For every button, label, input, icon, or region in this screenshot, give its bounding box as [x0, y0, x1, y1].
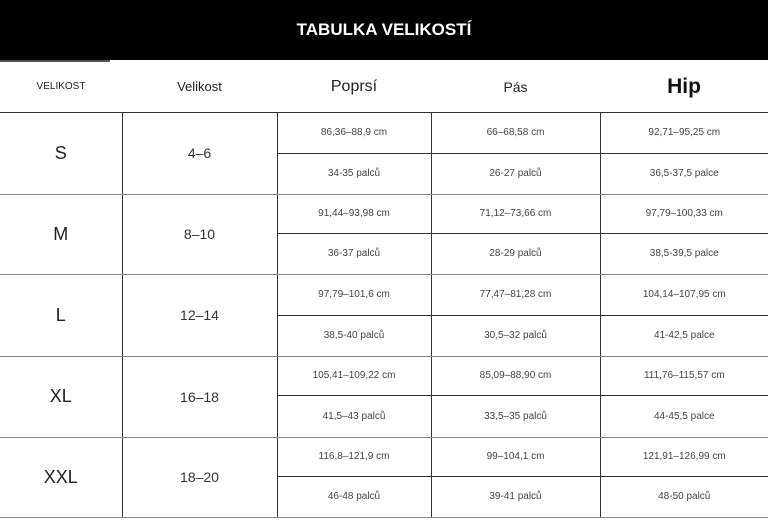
- bust-in-cell: 38,5-40 palců: [277, 314, 432, 357]
- bust-cm-cell: 97,79–101,6 cm: [276, 274, 432, 316]
- waist-cm-cell: 66–68,58 cm: [430, 112, 601, 154]
- hip-in-cell: 41-42,5 palce: [599, 314, 768, 357]
- table-row: M 8–10 91,44–93,98 cm 71,12–73,66 cm 97,…: [0, 194, 768, 275]
- size-cell: M: [0, 194, 123, 275]
- waist-cm-cell: 85,09–88,90 cm: [430, 356, 601, 396]
- col-header: Velikost: [122, 62, 277, 113]
- col-header: Poprsí: [277, 62, 431, 113]
- table-row: XL 16–18 105,41–109,22 cm 85,09–88,90 cm…: [0, 356, 768, 438]
- size-cell: XXL: [0, 437, 123, 518]
- bust-cm-cell: 116,8–121,9 cm: [276, 437, 432, 477]
- bust-cm-cell: 86,36–88,9 cm: [276, 112, 432, 154]
- waist-cm-cell: 71,12–73,66 cm: [430, 194, 601, 234]
- waist-in-cell: 39-41 palců: [430, 475, 601, 518]
- waist-cm-cell: 99–104,1 cm: [430, 437, 601, 477]
- divider: [0, 60, 110, 62]
- size-cell: L: [0, 274, 123, 357]
- table-row: 38,5-40 palců 30,5–32 palců 41-42,5 palc…: [0, 314, 768, 357]
- hip-in-cell: 44-45,5 palce: [599, 394, 768, 438]
- table-row: S 4–6 86,36–88,9 cm 66–68,58 cm 92,71–95…: [0, 112, 768, 195]
- table-row: 36-37 palců 28-29 palců 38,5-39,5 palce: [0, 232, 768, 275]
- size-cell: S: [0, 112, 123, 195]
- size-range-cell: 4–6: [121, 112, 278, 195]
- table-row: 34-35 palců 26-27 palců 36,5-37,5 palce: [0, 152, 768, 195]
- waist-in-cell: 26-27 palců: [430, 152, 601, 195]
- bust-in-cell: 41,5–43 palců: [277, 394, 432, 438]
- bust-in-cell: 36-37 palců: [277, 232, 432, 275]
- hip-in-cell: 36,5-37,5 palce: [599, 152, 768, 195]
- size-cell: XL: [0, 356, 123, 438]
- hip-cm-cell: 92,71–95,25 cm: [599, 112, 768, 154]
- bust-cm-cell: 91,44–93,98 cm: [276, 194, 432, 234]
- col-header: VELIKOST: [0, 62, 122, 113]
- table-row: 41,5–43 palců 33,5–35 palců 44-45,5 palc…: [0, 394, 768, 438]
- col-header: Hip: [600, 62, 768, 113]
- size-range-cell: 16–18: [121, 356, 278, 438]
- table-row: 46-48 palců 39-41 palců 48-50 palců: [0, 475, 768, 518]
- col-header: Pás: [431, 62, 600, 113]
- bust-in-cell: 46-48 palců: [277, 475, 432, 518]
- waist-in-cell: 30,5–32 palců: [430, 314, 601, 357]
- hip-cm-cell: 97,79–100,33 cm: [599, 194, 768, 234]
- size-range-cell: 8–10: [121, 194, 278, 275]
- page-title: TABULKA VELIKOSTÍ: [0, 0, 768, 60]
- hip-cm-cell: 111,76–115,57 cm: [599, 356, 768, 396]
- table-row: XXL 18–20 116,8–121,9 cm 99–104,1 cm 121…: [0, 437, 768, 518]
- hip-cm-cell: 121,91–126,99 cm: [599, 437, 768, 477]
- hip-in-cell: 48-50 palců: [599, 475, 768, 518]
- size-chart-table: VELIKOST Velikost Poprsí Pás Hip S 4–6 8…: [0, 62, 768, 518]
- bust-in-cell: 34-35 palců: [277, 152, 432, 195]
- header-row: VELIKOST Velikost Poprsí Pás Hip: [0, 62, 768, 113]
- waist-in-cell: 28-29 palců: [430, 232, 601, 275]
- waist-in-cell: 33,5–35 palců: [430, 394, 601, 438]
- waist-cm-cell: 77,47–81,28 cm: [430, 274, 601, 316]
- hip-in-cell: 38,5-39,5 palce: [599, 232, 768, 275]
- table-row: L 12–14 97,79–101,6 cm 77,47–81,28 cm 10…: [0, 274, 768, 357]
- size-range-cell: 12–14: [121, 274, 278, 357]
- size-range-cell: 18–20: [121, 437, 278, 518]
- bust-cm-cell: 105,41–109,22 cm: [276, 356, 432, 396]
- hip-cm-cell: 104,14–107,95 cm: [599, 274, 768, 316]
